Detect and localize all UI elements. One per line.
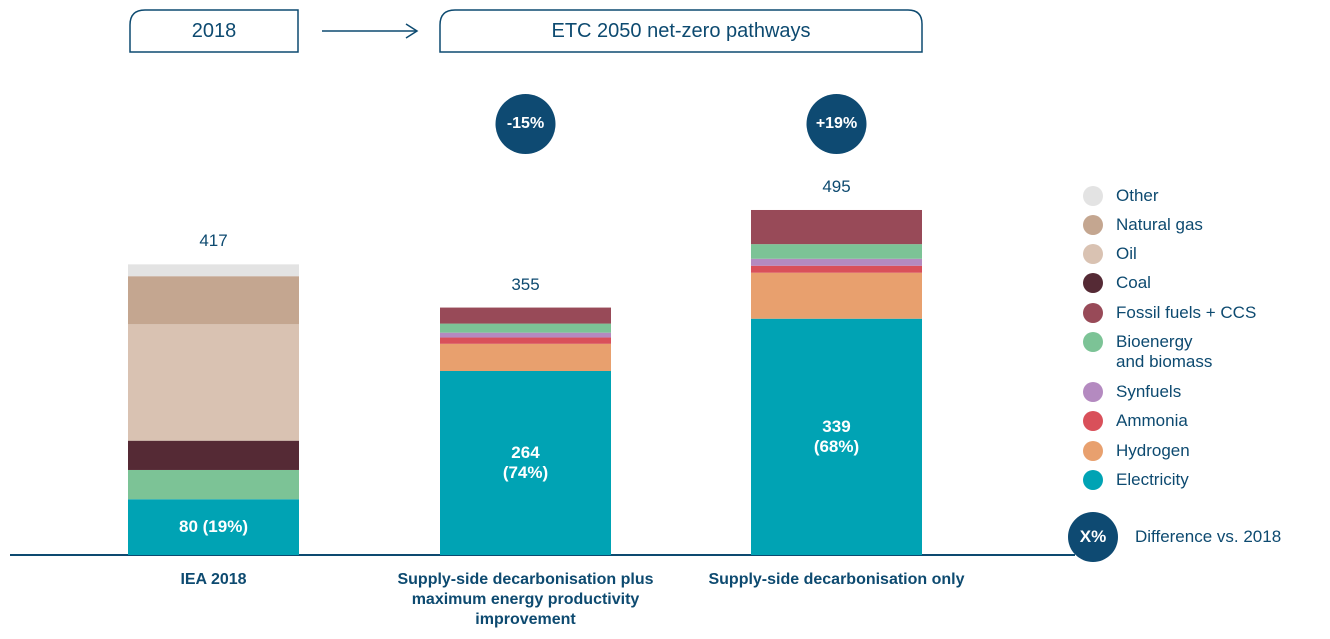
total-label: 355: [511, 274, 540, 294]
legend-swatch: [1083, 382, 1103, 402]
legend-swatch: [1083, 186, 1103, 206]
value-label: 264 (74%): [502, 442, 549, 482]
bar-segment: [751, 258, 922, 266]
legend-badge-label: X%: [1079, 527, 1107, 546]
legend-swatch: [1083, 470, 1103, 490]
total-label: 417: [199, 231, 228, 251]
bar-segment: [128, 469, 299, 500]
header-right: ETC 2050 net-zero pathways: [551, 20, 811, 42]
legend-swatch: [1083, 273, 1103, 293]
legend-label: Ammonia: [1116, 411, 1188, 430]
category-label: IEA 2018: [180, 571, 247, 588]
bar-segment: [751, 244, 922, 259]
bar-segment: [128, 264, 299, 277]
bar-segment: [440, 323, 611, 333]
legend-badge-text: Difference vs. 2018: [1135, 527, 1282, 546]
category-label: Supply-side decarbonisation plus maximum…: [397, 571, 654, 628]
value-label: 339 (68%): [813, 416, 860, 456]
legend-label: Bioenergy and biomass: [1116, 332, 1213, 371]
difference-badge: [806, 94, 867, 154]
legend-badge: [1068, 512, 1118, 562]
legend-label: Synfuels: [1116, 382, 1182, 401]
legend-swatch: [1083, 215, 1103, 235]
legend-label: Electricity: [1116, 470, 1189, 489]
legend-label: Natural gas: [1116, 215, 1203, 234]
bar-segment: [440, 332, 611, 338]
arrow-head: [405, 23, 419, 39]
legend-swatch: [1083, 303, 1103, 323]
legend-swatch: [1083, 411, 1103, 431]
bar-segment: [751, 209, 922, 245]
category-label: Supply-side decarbonisation only: [708, 571, 965, 588]
bar-segment: [440, 307, 611, 324]
bar-segment: [440, 370, 611, 555]
legend-label: Other: [1116, 186, 1159, 205]
difference-label: +19%: [815, 115, 858, 132]
difference-label: -15%: [506, 115, 545, 132]
bar-segment: [440, 337, 611, 344]
total-label: 495: [822, 176, 851, 196]
bar-segment: [751, 265, 922, 273]
legend-label: Hydrogen: [1116, 441, 1190, 460]
legend-swatch: [1083, 332, 1103, 352]
bar-segment: [440, 343, 611, 371]
header-box: [129, 9, 299, 53]
legend-label: Coal: [1116, 273, 1151, 292]
legend-label: Fossil fuels + CCS: [1116, 303, 1257, 322]
header-box: [439, 9, 923, 53]
bar-segment: [128, 276, 299, 325]
legend-swatch: [1083, 441, 1103, 461]
legend-label: Oil: [1116, 244, 1137, 263]
difference-badge: [495, 94, 556, 154]
value-label: 80 (19%): [179, 517, 248, 537]
bar-segment: [751, 318, 922, 555]
bar-segment: [128, 440, 299, 470]
header-left: 2018: [191, 20, 237, 42]
bar-segment: [128, 324, 299, 441]
bar-segment: [128, 499, 299, 555]
bar-segment: [751, 272, 922, 319]
legend-swatch: [1083, 244, 1103, 264]
